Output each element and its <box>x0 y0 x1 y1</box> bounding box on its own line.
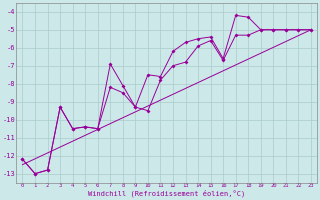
X-axis label: Windchill (Refroidissement éolien,°C): Windchill (Refroidissement éolien,°C) <box>88 190 245 197</box>
